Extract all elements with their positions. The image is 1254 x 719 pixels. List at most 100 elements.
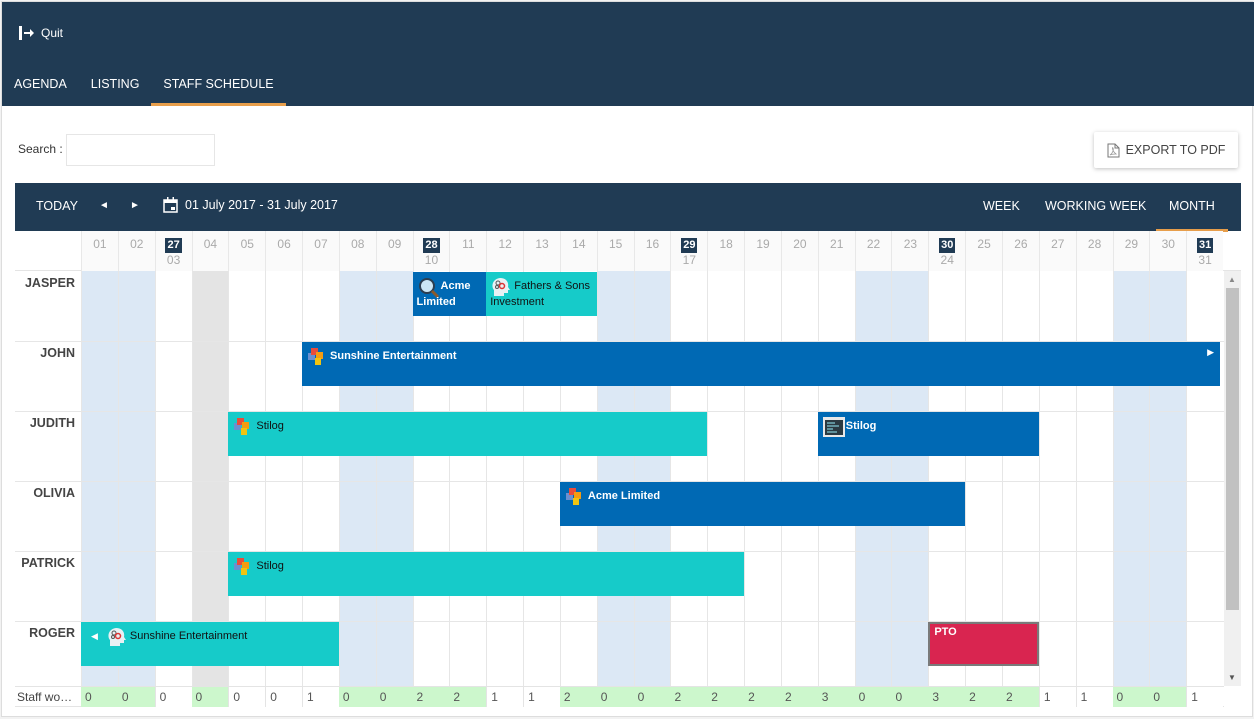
- schedule-event[interactable]: Acme Limited: [559, 482, 966, 526]
- day-header[interactable]: 21: [817, 231, 855, 271]
- day-column[interactable]: [412, 271, 450, 686]
- view-month[interactable]: MONTH: [1156, 183, 1228, 232]
- day-column[interactable]: [817, 271, 855, 686]
- day-header[interactable]: 19: [744, 231, 781, 271]
- day-column[interactable]: [780, 271, 818, 686]
- day-header[interactable]: 29: [1112, 231, 1150, 271]
- day-column[interactable]: [854, 271, 892, 686]
- schedule-event[interactable]: ◀ Sunshine Entertainment: [81, 622, 339, 666]
- day-header[interactable]: 13: [523, 231, 560, 271]
- scrollbar-thumb[interactable]: [1226, 288, 1239, 610]
- day-header[interactable]: 14: [559, 231, 597, 271]
- day-header[interactable]: 11: [449, 231, 487, 271]
- week-number-badge: 28: [423, 238, 440, 253]
- day-column[interactable]: [633, 271, 671, 686]
- prev-arrow-icon[interactable]: ◄: [99, 200, 109, 211]
- day-column[interactable]: [486, 271, 523, 686]
- day-header[interactable]: 01: [81, 231, 118, 271]
- day-column[interactable]: [338, 271, 376, 686]
- day-column[interactable]: [449, 271, 486, 686]
- day-column[interactable]: [154, 271, 192, 686]
- vertical-scrollbar[interactable]: ▲ ▼: [1224, 271, 1241, 686]
- day-header[interactable]: 08: [338, 231, 376, 271]
- staff-name: JOHN: [40, 346, 75, 360]
- day-column[interactable]: [302, 271, 339, 686]
- day-header[interactable]: 04: [191, 231, 229, 271]
- day-column[interactable]: [81, 271, 118, 686]
- day-header[interactable]: 12: [486, 231, 524, 271]
- day-header[interactable]: 23: [891, 231, 929, 271]
- day-column[interactable]: [191, 271, 229, 686]
- top-bar: Quit AGENDA LISTING STAFF SCHEDULE: [2, 2, 1254, 106]
- puzzle-icon: [232, 416, 252, 436]
- day-column[interactable]: [559, 271, 597, 686]
- day-column[interactable]: [228, 271, 265, 686]
- search-input[interactable]: [66, 134, 215, 166]
- day-header[interactable]: 22: [854, 231, 892, 271]
- scroll-up-icon[interactable]: ▲: [1228, 275, 1236, 284]
- day-column[interactable]: [523, 271, 560, 686]
- day-header[interactable]: 26: [1002, 231, 1039, 271]
- day-header[interactable]: 02: [117, 231, 155, 271]
- day-column[interactable]: [670, 271, 707, 686]
- day-header[interactable]: 29 17: [670, 231, 708, 271]
- day-column[interactable]: [707, 271, 744, 686]
- day-header[interactable]: 18: [707, 231, 745, 271]
- schedule-event[interactable]: Stilog: [228, 552, 745, 596]
- day-header[interactable]: 06: [265, 231, 303, 271]
- day-header[interactable]: 07: [302, 231, 339, 271]
- day-column[interactable]: [891, 271, 929, 686]
- day-column[interactable]: [1075, 271, 1113, 686]
- schedule-event[interactable]: Stilog: [228, 412, 708, 456]
- day-column[interactable]: [1149, 271, 1187, 686]
- day-column[interactable]: [1186, 271, 1223, 686]
- tab-listing[interactable]: LISTING: [90, 77, 140, 91]
- day-column[interactable]: [965, 271, 1002, 686]
- day-header[interactable]: 15: [596, 231, 634, 271]
- tab-staff-schedule[interactable]: STAFF SCHEDULE: [151, 64, 286, 106]
- workload-cell: 2: [780, 687, 818, 707]
- day-header[interactable]: 30: [1149, 231, 1187, 271]
- today-button[interactable]: TODAY: [36, 199, 78, 213]
- day-header[interactable]: 16: [633, 231, 671, 271]
- day-number: 03: [166, 253, 181, 267]
- scroll-down-icon[interactable]: ▼: [1228, 673, 1236, 682]
- day-header[interactable]: 28 10: [412, 231, 450, 271]
- day-header[interactable]: 28: [1075, 231, 1113, 271]
- view-week[interactable]: WEEK: [983, 199, 1020, 213]
- day-column[interactable]: [265, 271, 302, 686]
- tab-agenda[interactable]: AGENDA: [14, 77, 67, 91]
- day-number: 05: [240, 237, 254, 251]
- day-header[interactable]: 05: [228, 231, 266, 271]
- day-header[interactable]: 30 24: [928, 231, 966, 271]
- day-header[interactable]: 27: [1038, 231, 1076, 271]
- schedule-event[interactable]: PTO: [928, 622, 1039, 666]
- quit-button[interactable]: Quit: [19, 26, 63, 40]
- view-working-week[interactable]: WORKING WEEK: [1045, 199, 1147, 213]
- day-number: 10: [424, 253, 439, 267]
- day-number: 06: [277, 237, 291, 251]
- next-arrow-icon[interactable]: ►: [130, 200, 140, 211]
- day-column[interactable]: [928, 271, 965, 686]
- day-column[interactable]: [744, 271, 781, 686]
- staff-name: ROGER: [29, 626, 75, 640]
- schedule-event[interactable]: Stilog: [817, 412, 1039, 456]
- day-column[interactable]: [596, 271, 634, 686]
- export-pdf-button[interactable]: EXPORT TO PDF: [1094, 132, 1238, 168]
- date-range-picker[interactable]: 01 July 2017 - 31 July 2017: [163, 197, 338, 213]
- day-header[interactable]: 27 03: [154, 231, 192, 271]
- workload-cell: 2: [1002, 687, 1039, 707]
- day-header[interactable]: 20: [780, 231, 818, 271]
- day-column[interactable]: [1038, 271, 1076, 686]
- day-column[interactable]: [1002, 271, 1039, 686]
- day-header[interactable]: 09: [375, 231, 413, 271]
- schedule-event[interactable]: Acme Limited: [412, 272, 487, 316]
- schedule-event[interactable]: Sunshine Entertainment ▶: [302, 342, 1220, 386]
- day-column[interactable]: [375, 271, 413, 686]
- day-column[interactable]: [1112, 271, 1150, 686]
- day-header[interactable]: 31 31: [1186, 231, 1224, 271]
- schedule-event[interactable]: Fathers & Sons Investment: [486, 272, 597, 316]
- day-column[interactable]: [117, 271, 155, 686]
- day-header[interactable]: 25: [965, 231, 1002, 271]
